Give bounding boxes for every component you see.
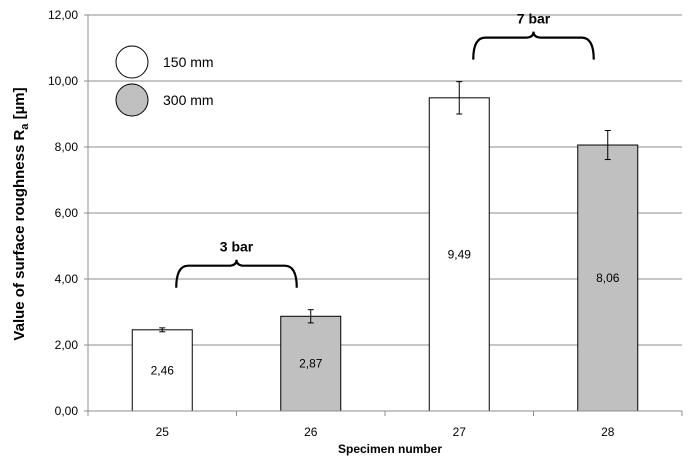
y-tick-label: 2,00 bbox=[55, 338, 79, 352]
y-tick-label: 6,00 bbox=[55, 206, 79, 220]
bar bbox=[428, 97, 490, 412]
error-bar bbox=[159, 327, 166, 333]
data-label: 9,49 bbox=[448, 247, 472, 261]
legend-marker bbox=[115, 83, 149, 117]
data-label: 2,46 bbox=[151, 363, 175, 377]
y-tick-label: 10,00 bbox=[48, 74, 78, 88]
error-bar bbox=[456, 81, 463, 115]
x-axis: 25 26 27 28 bbox=[87, 410, 683, 439]
annotation-label: 3 bar bbox=[220, 239, 254, 255]
x-tick-label: 27 bbox=[453, 425, 467, 439]
bar bbox=[280, 315, 342, 412]
x-tick-label: 28 bbox=[601, 425, 615, 439]
error-bar bbox=[307, 309, 314, 324]
data-label: 8,06 bbox=[596, 271, 620, 285]
x-tick-label: 25 bbox=[156, 425, 170, 439]
legend-label: 300 mm bbox=[163, 92, 214, 108]
error-bar bbox=[604, 130, 611, 161]
legend-marker bbox=[115, 45, 149, 79]
brace bbox=[175, 259, 298, 288]
bars: 2,46 2,87 9,49 8,06 bbox=[131, 97, 639, 412]
x-axis-title: Specimen number bbox=[338, 442, 442, 456]
data-label: 2,87 bbox=[299, 357, 323, 371]
legend-label: 150 mm bbox=[163, 54, 214, 70]
y-axis-title: Value of surface roughness Ra [µm] bbox=[11, 87, 31, 340]
pressure-braces: 3 bar 7 bar bbox=[175, 11, 595, 288]
legend: 150 mm 300 mm bbox=[115, 45, 214, 117]
y-axis: 0,00 2,00 4,00 6,00 8,00 10,00 12,00 bbox=[48, 8, 89, 418]
y-tick-label: 0,00 bbox=[55, 404, 79, 418]
x-tick-label: 26 bbox=[304, 425, 318, 439]
y-tick-label: 4,00 bbox=[55, 272, 79, 286]
y-tick-label: 8,00 bbox=[55, 140, 79, 154]
y-tick-label: 12,00 bbox=[48, 8, 78, 22]
annotation-label: 7 bar bbox=[517, 11, 551, 27]
error-bars bbox=[159, 81, 611, 333]
brace bbox=[472, 31, 595, 60]
